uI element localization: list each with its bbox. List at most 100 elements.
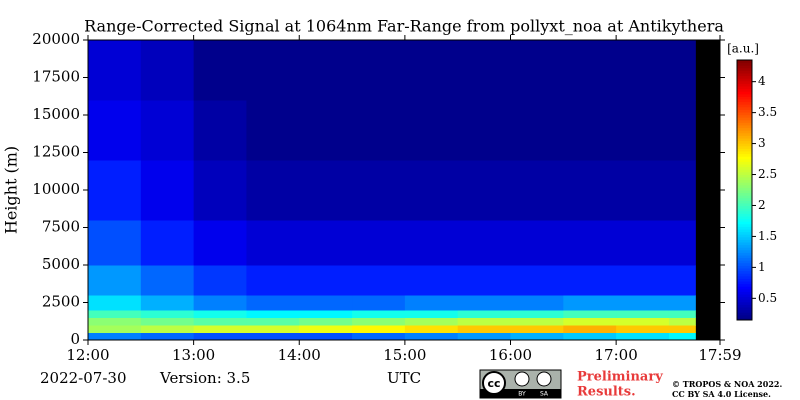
colorbar-step bbox=[737, 171, 752, 175]
colorbar-step bbox=[737, 166, 752, 170]
heatmap-cell bbox=[404, 317, 459, 326]
colorbar-tick-label: 2.5 bbox=[758, 167, 777, 181]
heatmap-cell bbox=[404, 100, 459, 161]
heatmap-cell bbox=[563, 317, 617, 326]
colorbar-step bbox=[737, 208, 752, 212]
heatmap-cell bbox=[510, 160, 564, 221]
colorbar-step bbox=[737, 169, 752, 173]
heatmap-cell bbox=[563, 220, 617, 266]
heatmap-cell bbox=[616, 332, 670, 341]
badge-cc: cc bbox=[487, 377, 500, 390]
heatmap-cell bbox=[352, 317, 406, 326]
colorbar-step bbox=[737, 234, 752, 238]
heatmap-cell bbox=[193, 332, 247, 341]
badge-by-circle bbox=[514, 371, 530, 387]
heatmap-cell bbox=[193, 40, 247, 101]
colorbar-step bbox=[737, 249, 752, 253]
heatmap-cell bbox=[457, 100, 512, 161]
heatmap-cell bbox=[668, 220, 696, 266]
heatmap-cell bbox=[246, 295, 300, 311]
colorbar-tick-label: 3 bbox=[758, 136, 766, 150]
heatmap-cell bbox=[563, 325, 617, 333]
colorbar-step bbox=[737, 88, 752, 92]
colorbar-step bbox=[737, 288, 752, 292]
colorbar-step bbox=[737, 70, 752, 74]
heatmap-cell bbox=[140, 295, 195, 311]
heatmap-cell bbox=[246, 100, 300, 161]
license-badge: cc BY SA bbox=[479, 369, 562, 399]
colorbar-step bbox=[737, 216, 752, 220]
colorbar-step bbox=[737, 184, 752, 188]
heatmap-cell bbox=[510, 100, 564, 161]
heatmap-cell bbox=[616, 295, 670, 311]
colorbar-step bbox=[737, 60, 752, 64]
heatmap-cell bbox=[88, 295, 142, 311]
heatmap-cell bbox=[140, 160, 195, 221]
heatmap-cell bbox=[404, 40, 459, 101]
heatmap-cell bbox=[88, 332, 142, 341]
colorbar-frame bbox=[736, 59, 753, 321]
colorbar-step bbox=[737, 252, 752, 256]
heatmap-cell bbox=[457, 295, 512, 311]
colorbar-step bbox=[737, 223, 752, 227]
colorbar-step bbox=[737, 174, 752, 178]
heatmap-cell bbox=[140, 310, 195, 318]
heatmap-cell bbox=[668, 332, 696, 341]
heatmap-cell bbox=[616, 310, 670, 318]
colorbar-step bbox=[737, 255, 752, 259]
colorbar-step bbox=[737, 268, 752, 272]
heatmap-cell bbox=[193, 100, 247, 161]
heatmap-cell bbox=[299, 310, 353, 318]
colorbar-step bbox=[737, 122, 752, 126]
heatmap-cell bbox=[510, 40, 564, 101]
y-tick-label: 0 bbox=[70, 330, 80, 348]
heatmap-cell bbox=[457, 325, 512, 333]
colorbar-step bbox=[737, 80, 752, 84]
x-axis-label: UTC bbox=[387, 369, 421, 387]
heatmap-cell bbox=[457, 160, 512, 221]
heatmap-cell bbox=[457, 317, 512, 326]
colorbar-step bbox=[737, 73, 752, 77]
colorbar-step bbox=[737, 187, 752, 191]
heatmap-cell bbox=[352, 160, 406, 221]
copyright-line: CC BY SA 4.0 License. bbox=[672, 389, 771, 399]
colorbar-step bbox=[737, 75, 752, 79]
colorbar-step bbox=[737, 265, 752, 269]
colorbar-step bbox=[737, 161, 752, 165]
colorbar-step bbox=[737, 93, 752, 97]
heatmap-cell bbox=[510, 332, 564, 341]
heatmap-cell bbox=[88, 100, 142, 161]
heatmap-cell bbox=[616, 317, 670, 326]
x-tick-label: 17:00 bbox=[595, 346, 638, 364]
heatmap-cell bbox=[352, 310, 406, 318]
colorbar-tick-label: 4 bbox=[758, 74, 766, 88]
heatmap-cell bbox=[352, 100, 406, 161]
colorbar-tick-label: 3.5 bbox=[758, 105, 777, 119]
badge-sa: SA bbox=[540, 391, 549, 398]
heatmap-cell bbox=[563, 332, 617, 341]
colorbar-step bbox=[737, 127, 752, 131]
chart-title: Range-Corrected Signal at 1064nm Far-Ran… bbox=[84, 17, 724, 36]
colorbar-step bbox=[737, 132, 752, 136]
heatmap-cell bbox=[299, 100, 353, 161]
heatmap-cell bbox=[246, 160, 300, 221]
heatmap-cell bbox=[404, 295, 459, 311]
colorbar-tick-label: 1 bbox=[758, 260, 766, 274]
colorbar-step bbox=[737, 244, 752, 248]
colorbar-step bbox=[737, 135, 752, 139]
colorbar-step bbox=[737, 197, 752, 201]
colorbar-step bbox=[737, 117, 752, 121]
colorbar-step bbox=[737, 286, 752, 290]
heatmap-cell bbox=[668, 325, 696, 333]
heatmap-cell bbox=[246, 265, 300, 296]
x-tick-label: 12:00 bbox=[66, 346, 109, 364]
colorbar-step bbox=[737, 156, 752, 160]
heatmap-cell bbox=[246, 325, 300, 333]
colorbar-step bbox=[737, 317, 752, 321]
colorbar-step bbox=[737, 226, 752, 230]
colorbar-step bbox=[737, 145, 752, 149]
colorbar-step bbox=[737, 67, 752, 71]
y-tick-label: 17500 bbox=[32, 68, 80, 86]
